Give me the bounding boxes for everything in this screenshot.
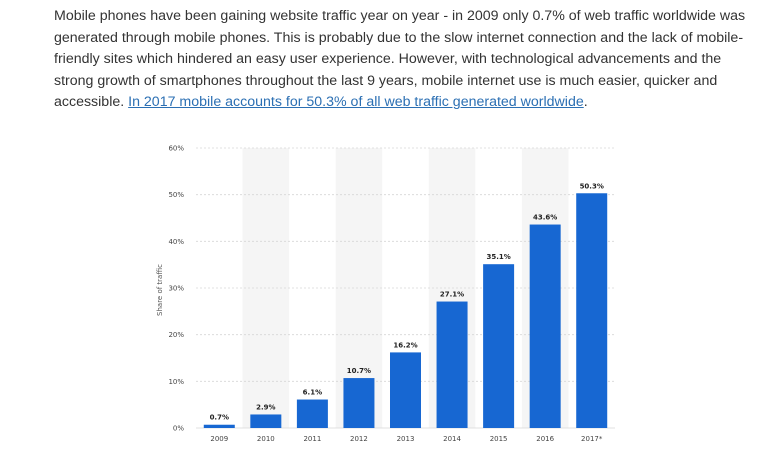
- x-tick-label: 2011: [303, 435, 321, 443]
- x-tick-label: 2014: [443, 435, 461, 443]
- y-axis-label: Share of traffic: [156, 264, 164, 316]
- data-label: 2.9%: [256, 403, 275, 411]
- data-label: 43.6%: [533, 214, 557, 222]
- bars: [203, 193, 608, 428]
- bar-2013: [390, 352, 421, 428]
- y-tick-label: 30%: [168, 285, 184, 293]
- article-text: Mobile phones have been gaining website …: [54, 8, 746, 111]
- x-tick-label: 2010: [257, 435, 275, 443]
- x-tick-label: 2015: [490, 435, 508, 443]
- bar-2014: [436, 301, 468, 428]
- bar-2012: [343, 378, 375, 428]
- data-labels: 0.7% 2.9% 6.1% 10.7% 16.2% 27.1% 35.1% 43.6% 50.…: [210, 182, 604, 421]
- y-tick-label: 20%: [168, 331, 184, 339]
- y-tick-label: 0%: [173, 425, 184, 433]
- y-tick-label: 40%: [168, 238, 184, 246]
- data-label: 35.1%: [486, 253, 510, 261]
- article-trailing: .: [583, 94, 588, 111]
- bar-2016: [529, 224, 561, 428]
- bar-2009: [203, 424, 235, 428]
- x-tick-label: 2017*: [581, 435, 603, 443]
- x-tick-label: 2013: [397, 435, 415, 443]
- article-paragraph: Mobile phones have been gaining website …: [54, 6, 754, 114]
- data-label: 0.7%: [210, 414, 229, 422]
- data-label: 10.7%: [347, 367, 371, 375]
- data-label: 50.3%: [580, 182, 604, 190]
- y-tick-label: 50%: [168, 191, 184, 199]
- bar-2010: [250, 414, 282, 428]
- x-tick-label: 2016: [536, 435, 554, 443]
- x-tick-label: 2009: [210, 435, 228, 443]
- x-axis-ticks: 2009 2010 2011 2012 2013 2014 2015 2016 2017*: [210, 435, 603, 443]
- bar-2017*: [576, 193, 608, 428]
- y-tick-label: 60%: [168, 145, 184, 153]
- data-label: 27.1%: [440, 291, 464, 299]
- y-axis-ticks: 0% 10% 20% 30% 40% 50% 60%: [168, 145, 184, 433]
- bar-2011: [296, 399, 328, 428]
- article-link[interactable]: In 2017 mobile accounts for 50.3% of all…: [128, 94, 584, 111]
- bar-2015: [483, 264, 515, 428]
- data-label: 16.2%: [393, 341, 417, 349]
- data-label: 6.1%: [303, 389, 322, 397]
- y-tick-label: 10%: [168, 378, 184, 386]
- x-tick-label: 2012: [350, 435, 368, 443]
